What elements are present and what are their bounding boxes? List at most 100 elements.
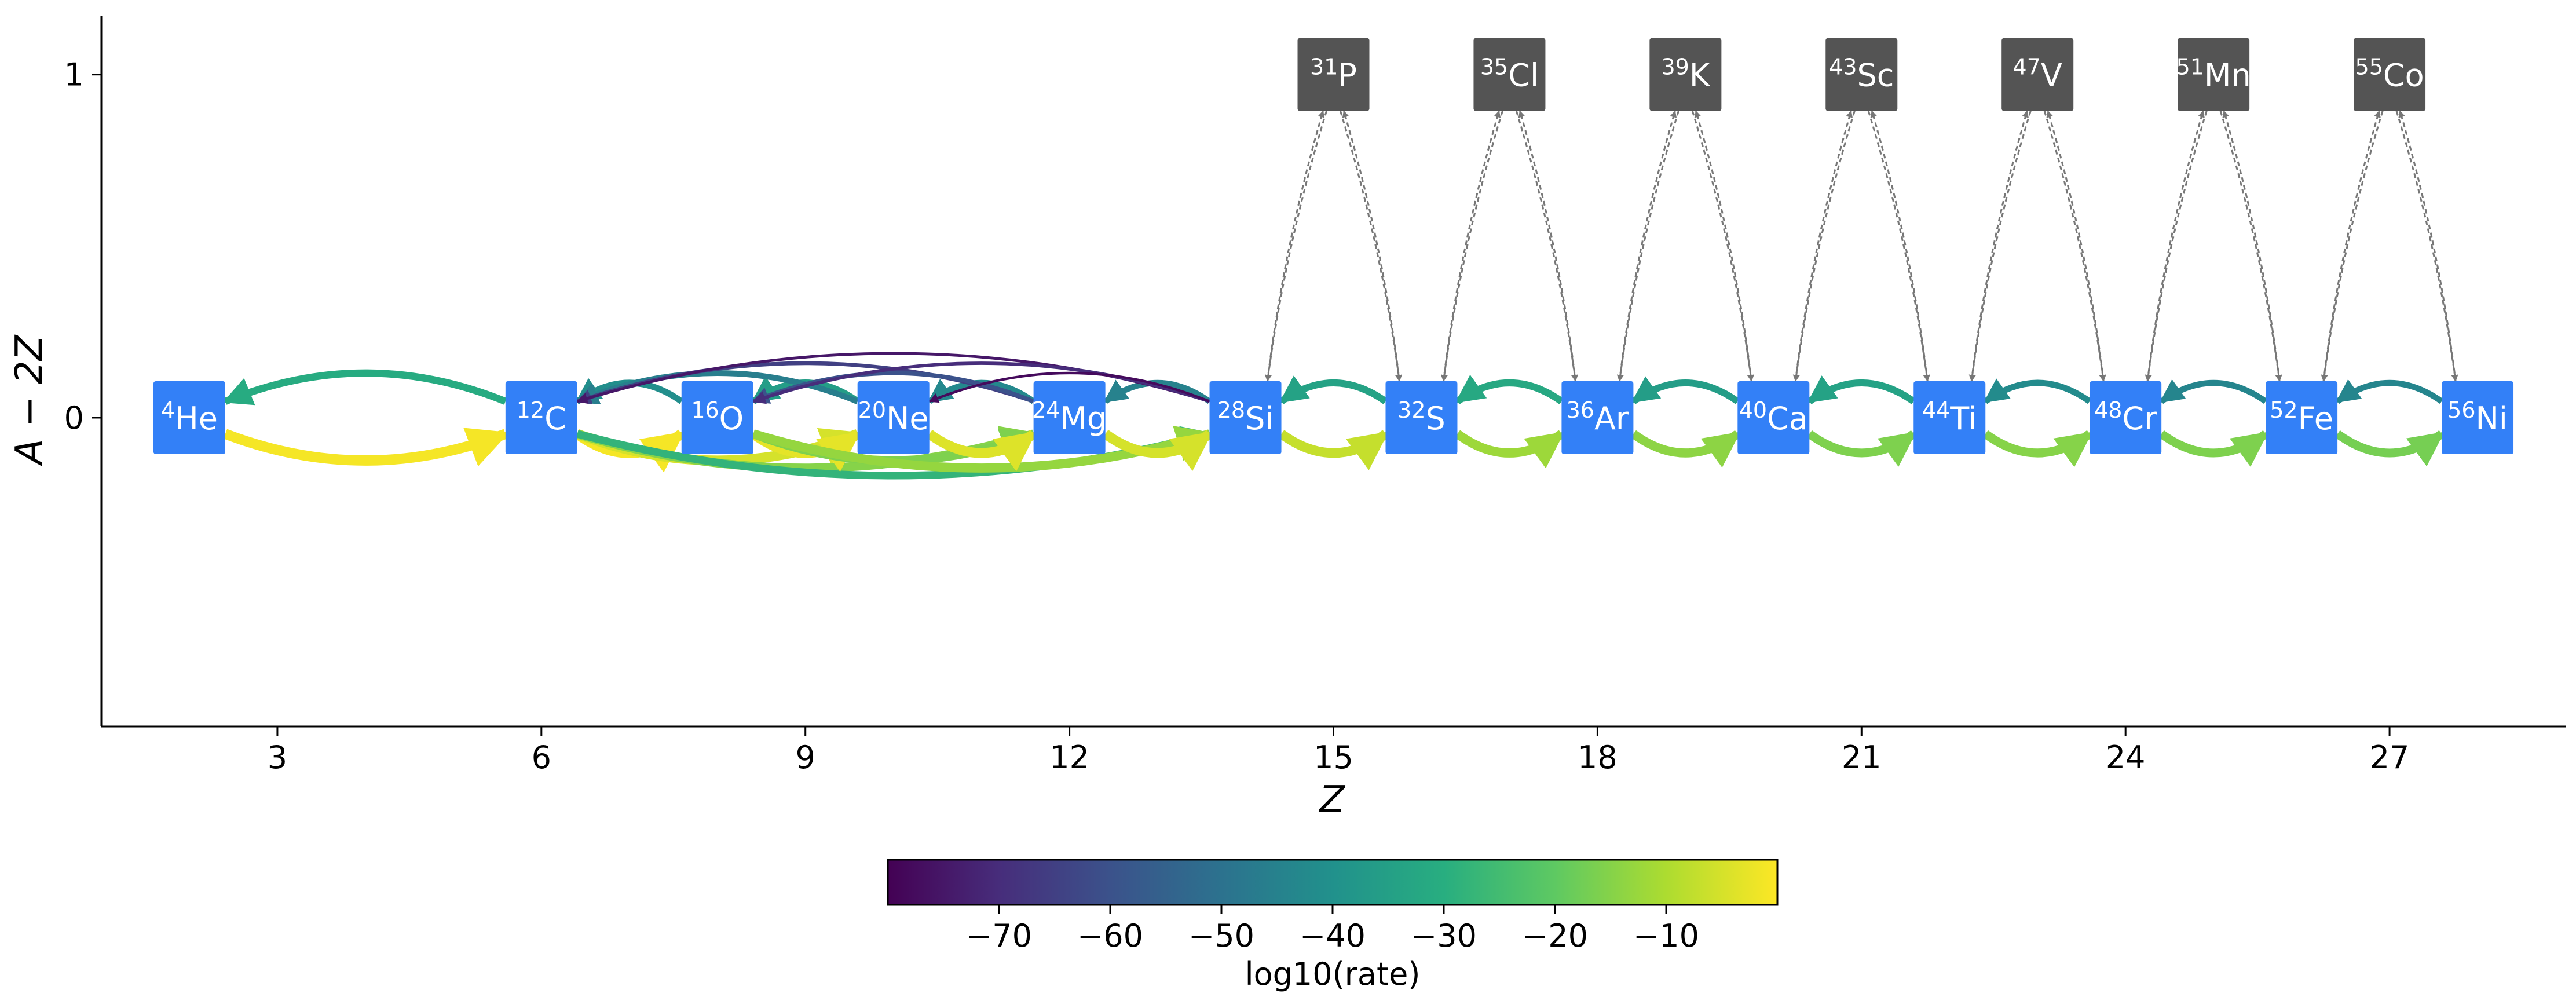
y-tick-label: 1	[64, 57, 84, 93]
node-box	[1209, 381, 1282, 454]
nodes-layer: 4He 12C 16O 20Ne 24Mg 28Si 32S 36Ar 40Ca 44Ti 48Cr…	[153, 38, 2514, 454]
node-box	[153, 381, 225, 454]
edge-mg24-to-si28	[1102, 430, 1213, 472]
y-tick-label: 0	[64, 400, 84, 436]
colorbar-label: log10(rate)	[1245, 956, 1421, 992]
node-box	[2178, 38, 2250, 111]
node-label: 40Ca	[1739, 397, 1808, 437]
edge-sc43-to-ca40	[1792, 111, 1856, 382]
edge-mn51-to-cr48	[2145, 111, 2208, 382]
axes: 3 6 9 12 15 18 21 24 27 01 Z A − 2Z	[8, 16, 2566, 821]
node-label: 20Ne	[858, 397, 929, 437]
edge-ca40-to-ar36	[1631, 376, 1740, 404]
edge-c12-to-he4	[222, 369, 507, 406]
node-label: 51Mn	[2176, 54, 2251, 94]
colorbar-tick-label: −60	[1077, 918, 1143, 954]
edge-ca40-to-sc43	[1794, 110, 1853, 382]
edge-cr48-to-ti44	[1983, 378, 2092, 404]
x-tick-label: 12	[1049, 739, 1089, 776]
node-label: 35Cl	[1480, 54, 1539, 94]
node-cl35: 35Cl	[1473, 38, 1546, 111]
node-label: 43Sc	[1829, 54, 1894, 94]
edge-s32-to-p31	[1342, 110, 1400, 382]
node-cr48: 48Cr	[2090, 381, 2162, 454]
edge-ti44-to-ca40	[1807, 375, 1916, 404]
colorbar-ticks: −70 −60 −50 −40 −30 −20 −10	[966, 905, 1699, 954]
node-label: 16O	[691, 397, 744, 437]
edge-ti44-to-sc43	[1870, 110, 1929, 382]
node-label: 44Ti	[1922, 397, 1977, 437]
node-box	[2354, 38, 2426, 111]
edge-v47-to-ti44	[1968, 111, 2032, 382]
edge-he4-to-c12	[223, 428, 510, 467]
colorbar-tick-label: −40	[1300, 918, 1366, 954]
x-tick-label: 15	[1313, 739, 1353, 776]
node-label: 55Co	[2355, 54, 2424, 94]
edge-si28-to-s32	[1278, 430, 1389, 470]
node-si28: 28Si	[1209, 381, 1282, 454]
edge-ni56-to-co55	[2398, 110, 2457, 382]
node-label: 31P	[1310, 54, 1357, 94]
edge-ti44-to-v47	[1970, 110, 2029, 382]
node-box	[681, 381, 753, 454]
node-label: 56Ni	[2447, 397, 2508, 437]
node-ni56: 56Ni	[2442, 381, 2514, 454]
node-k39: 39K	[1649, 38, 1722, 111]
edge-ca40-to-k39	[1694, 110, 1752, 382]
edge-v47-to-cr48	[2043, 111, 2106, 382]
node-co55: 55Co	[2354, 38, 2426, 111]
node-ca40: 40Ca	[1737, 381, 1810, 454]
node-ne20: 20Ne	[857, 381, 930, 454]
node-label: 47V	[2013, 54, 2062, 94]
edge-ar36-to-cl35	[1518, 110, 1576, 382]
node-label: 12C	[517, 397, 566, 437]
node-label: 39K	[1661, 54, 1710, 94]
node-ar36: 36Ar	[1561, 381, 1634, 454]
node-mg24: 24Mg	[1032, 381, 1107, 454]
x-tick-label: 9	[796, 739, 815, 776]
node-box	[2090, 381, 2162, 454]
colorbar-gradient	[887, 859, 1779, 906]
node-he4: 4He	[153, 381, 225, 454]
node-box	[1913, 381, 1986, 454]
x-tick-label: 6	[532, 739, 551, 776]
edge-ar36-to-ca40	[1630, 430, 1741, 468]
edge-co55-to-fe52	[2321, 111, 2384, 382]
edge-cl35-to-ar36	[1515, 111, 1578, 382]
node-fe52: 52Fe	[2266, 381, 2338, 454]
node-label: 36Ar	[1567, 397, 1629, 437]
edge-co55-to-ni56	[2395, 111, 2458, 382]
edge-ar36-to-s32	[1455, 374, 1564, 405]
edge-cl35-to-s32	[1440, 111, 1503, 382]
edge-ne20-to-mg24	[926, 429, 1037, 472]
edge-p31-to-si28	[1265, 111, 1327, 382]
x-tick-label: 18	[1578, 739, 1618, 776]
edge-s32-to-cl35	[1442, 110, 1501, 382]
x-tick-label: 27	[2370, 739, 2410, 776]
node-box	[2442, 381, 2514, 454]
node-box	[2001, 38, 2074, 111]
node-box	[1825, 38, 1898, 111]
x-axis-title: Z	[1318, 779, 1345, 821]
node-box	[857, 381, 930, 454]
edge-ti44-to-cr48	[1982, 430, 2093, 468]
node-box	[1737, 381, 1810, 454]
colorbar: −70 −60 −50 −40 −30 −20 −10 log10(rate)	[887, 859, 1779, 992]
edge-si28-to-ne20	[928, 371, 1210, 403]
edge-k39-to-ar36	[1616, 111, 1679, 382]
x-tick-label: 21	[1842, 739, 1882, 776]
node-o16: 16O	[681, 381, 753, 454]
node-box	[1297, 38, 1370, 111]
edge-p31-to-s32	[1340, 111, 1402, 382]
edge-fe52-to-mn51	[2222, 110, 2281, 382]
y-ticks: 01	[64, 57, 101, 436]
x-tick-label: 3	[268, 739, 287, 776]
edge-si28-to-o16	[752, 361, 1210, 404]
node-box	[1033, 381, 1106, 454]
edge-sc43-to-ti44	[1867, 111, 1930, 382]
edge-cr48-to-v47	[2046, 110, 2105, 382]
edge-ni56-to-fe52	[2335, 379, 2444, 404]
node-mn51: 51Mn	[2176, 38, 2251, 111]
edges-layer	[222, 110, 2458, 480]
colorbar-tick-label: −70	[966, 918, 1032, 954]
